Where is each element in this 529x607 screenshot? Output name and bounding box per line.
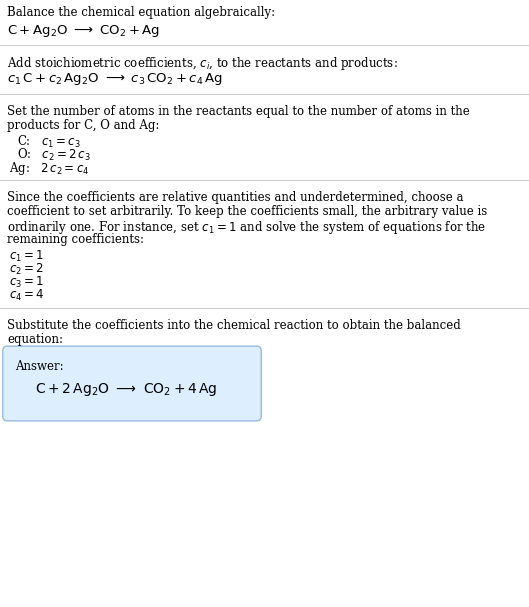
Text: $c_1\,\mathrm{C} + c_2\,\mathrm{Ag_2O}\ \longrightarrow\ c_3\,\mathrm{CO_2} + c_: $c_1\,\mathrm{C} + c_2\,\mathrm{Ag_2O}\ … (7, 71, 223, 87)
Text: O:   $c_2 = 2\,c_3$: O: $c_2 = 2\,c_3$ (17, 147, 90, 163)
Text: $c_4 = 4$: $c_4 = 4$ (9, 288, 44, 303)
Text: Substitute the coefficients into the chemical reaction to obtain the balanced: Substitute the coefficients into the che… (7, 319, 461, 332)
Text: $c_2 = 2$: $c_2 = 2$ (9, 262, 44, 277)
Text: Since the coefficients are relative quantities and underdetermined, choose a: Since the coefficients are relative quan… (7, 191, 463, 204)
Text: coefficient to set arbitrarily. To keep the coefficients small, the arbitrary va: coefficient to set arbitrarily. To keep … (7, 205, 487, 218)
Text: Balance the chemical equation algebraically:: Balance the chemical equation algebraica… (7, 6, 275, 19)
Text: equation:: equation: (7, 333, 63, 346)
Text: $c_3 = 1$: $c_3 = 1$ (9, 275, 44, 290)
Text: remaining coefficients:: remaining coefficients: (7, 233, 144, 246)
Text: C:   $c_1 = c_3$: C: $c_1 = c_3$ (17, 134, 80, 150)
Text: $c_1 = 1$: $c_1 = 1$ (9, 249, 44, 264)
Text: Answer:: Answer: (15, 360, 63, 373)
Text: Set the number of atoms in the reactants equal to the number of atoms in the: Set the number of atoms in the reactants… (7, 105, 470, 118)
Text: Ag:   $2\,c_2 = c_4$: Ag: $2\,c_2 = c_4$ (9, 160, 89, 177)
Text: products for C, O and Ag:: products for C, O and Ag: (7, 119, 159, 132)
FancyBboxPatch shape (3, 346, 261, 421)
Text: Add stoichiometric coefficients, $c_i$, to the reactants and products:: Add stoichiometric coefficients, $c_i$, … (7, 55, 398, 72)
Text: $\mathrm{C + Ag_2O\ \longrightarrow\ CO_2 + Ag}$: $\mathrm{C + Ag_2O\ \longrightarrow\ CO_… (7, 23, 160, 39)
Text: $\mathrm{C + 2\,Ag_2O\ \longrightarrow\ CO_2 + 4\,Ag}$: $\mathrm{C + 2\,Ag_2O\ \longrightarrow\ … (35, 381, 217, 398)
Text: ordinarily one. For instance, set $c_1 = 1$ and solve the system of equations fo: ordinarily one. For instance, set $c_1 =… (7, 219, 486, 236)
